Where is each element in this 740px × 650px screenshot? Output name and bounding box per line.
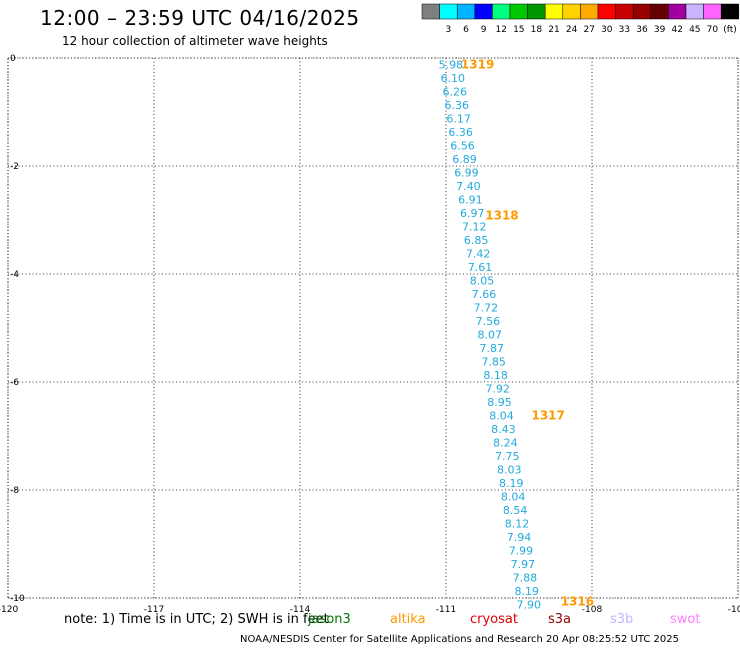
- x-tick-label: -108: [582, 605, 603, 615]
- wave-height-point: 8.04: [501, 490, 526, 503]
- wave-height-point: 7.75: [495, 450, 520, 463]
- wave-height-point: 7.61: [468, 261, 493, 274]
- colorbar-label: 3: [446, 25, 452, 35]
- wave-height-point: 6.91: [458, 193, 483, 206]
- legend-item-jason3: jason3: [308, 612, 351, 627]
- wave-height-point: 6.97: [460, 207, 485, 220]
- wave-height-point: 7.40: [456, 180, 481, 193]
- wave-height-point: 6.89: [452, 153, 477, 166]
- wave-height-point: 8.12: [505, 517, 530, 530]
- wave-height-point: 7.94: [507, 531, 532, 544]
- x-tick-label: -114: [290, 605, 311, 615]
- legend-item-s3a: s3a: [548, 612, 572, 627]
- y-tick-label: -10: [10, 594, 25, 604]
- pass-number-label: 1319: [461, 57, 494, 71]
- y-tick-label: -6: [10, 378, 19, 388]
- y-tick-label: -2: [10, 162, 19, 172]
- y-tick-label: -8: [10, 486, 19, 496]
- wave-height-point: 7.97: [511, 558, 536, 571]
- x-tick-label: -120: [0, 605, 18, 615]
- wave-height-point: 8.18: [483, 369, 508, 382]
- chart-title: 12:00 – 23:59 UTC 04/16/2025: [40, 6, 360, 30]
- wave-height-point: 6.99: [454, 166, 479, 179]
- wave-height-point: 6.56: [450, 139, 475, 152]
- legend-item-cryosat: cryosat: [470, 612, 518, 627]
- colorbar-label: 12: [495, 25, 506, 35]
- colorbar-label: 30: [601, 25, 613, 35]
- x-tick-label: -105: [728, 605, 740, 615]
- wave-height-point: 8.04: [489, 409, 514, 422]
- colorbar-label: 70: [707, 25, 719, 35]
- y-tick-label: -4: [10, 270, 19, 280]
- colorbar-label: 33: [619, 25, 630, 35]
- y-tick-label: 0: [10, 54, 16, 64]
- colorbar-label: 36: [636, 25, 648, 35]
- wave-height-point: 8.54: [503, 504, 528, 517]
- wave-height-point: 7.66: [472, 288, 497, 301]
- wave-height-point: 8.43: [491, 423, 516, 436]
- colorbar-label: 6: [463, 25, 469, 35]
- colorbar-label: 21: [548, 25, 559, 35]
- footer-credit: NOAA/NESDIS Center for Satellite Applica…: [240, 634, 679, 645]
- data-points: 5.986.106.266.366.176.366.566.896.997.40…: [439, 58, 541, 611]
- colorbar-label: 15: [513, 25, 524, 35]
- wave-height-point: 8.07: [478, 328, 503, 341]
- x-tick-label: -117: [144, 605, 164, 615]
- colorbar-label: 24: [566, 25, 578, 35]
- colorbar-label: 39: [654, 25, 666, 35]
- pass-number-label: 1318: [485, 209, 518, 223]
- wave-height-point: 7.42: [466, 247, 491, 260]
- wave-height-point: 8.05: [470, 274, 495, 287]
- wave-height-point: 6.36: [448, 126, 473, 139]
- colorbar-swatch: [720, 3, 740, 20]
- wave-height-point: 6.26: [443, 85, 468, 98]
- plot-frame: [7, 57, 739, 599]
- colorbar-label: 27: [583, 25, 594, 35]
- wave-height-point: 8.24: [493, 436, 518, 449]
- wave-height-point: 7.85: [481, 355, 506, 368]
- wave-height-point: 8.95: [487, 396, 512, 409]
- plot-axes: -120 -117 -114 -111 -108 -105 0 -2 -4 -6 -8 -10: [0, 54, 740, 615]
- wave-height-point: 7.12: [462, 220, 487, 233]
- x-tick-label: -111: [436, 605, 456, 615]
- legend-item-s3b: s3b: [610, 612, 634, 627]
- colorbar-label: (ft): [723, 25, 737, 35]
- colorbar-label: 42: [671, 25, 682, 35]
- wave-height-point: 8.19: [515, 585, 540, 598]
- pass-annotations: 1319 1318 1317 1316: [461, 57, 594, 608]
- legend-item-swot: swot: [670, 612, 701, 627]
- wave-height-point: 7.90: [516, 598, 541, 611]
- wave-height-point: 6.17: [446, 112, 471, 125]
- wave-height-point: 7.88: [513, 571, 538, 584]
- wave-height-plot: -120 -117 -114 -111 -108 -105 0 -2 -4 -6 -8 -10 5.9…: [0, 54, 740, 615]
- wave-height-point: 5.98: [439, 58, 464, 71]
- wave-height-point: 7.99: [509, 544, 534, 557]
- wave-height-point: 6.85: [464, 234, 489, 247]
- colorbar-label: 45: [689, 25, 700, 35]
- wave-height-point: 8.03: [497, 463, 522, 476]
- wave-height-point: 6.10: [441, 72, 466, 85]
- pass-number-label: 1316: [561, 595, 594, 609]
- colorbar-label: 18: [531, 25, 543, 35]
- colorbar-label: 9: [481, 25, 487, 35]
- legend-item-altika: altika: [390, 612, 426, 627]
- pass-number-label: 1317: [531, 408, 564, 422]
- wave-height-point: 6.36: [444, 99, 469, 112]
- wave-height-point: 7.92: [485, 382, 510, 395]
- chart-subtitle: 12 hour collection of altimeter wave hei…: [62, 34, 328, 48]
- plot-grid: [7, 57, 739, 599]
- wave-height-point: 8.19: [499, 477, 524, 490]
- wave-height-point: 7.72: [474, 301, 499, 314]
- footer-note: note: 1) Time is in UTC; 2) SWH is in fe…: [64, 612, 329, 627]
- color-scale-bar: 3 6 9 12 15 18 21 24 27 30 33 36 39 42 45 70 (ft): [421, 3, 740, 35]
- wave-height-point: 7.87: [479, 342, 504, 355]
- wave-height-point: 7.56: [476, 315, 501, 328]
